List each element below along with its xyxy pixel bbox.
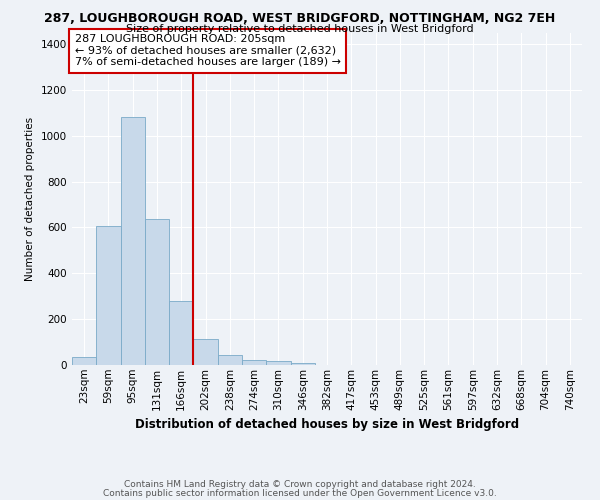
Bar bbox=[290, 362, 315, 365]
Bar bbox=[242, 360, 266, 365]
Bar bbox=[193, 338, 218, 365]
Bar bbox=[121, 118, 145, 365]
Bar bbox=[96, 226, 121, 365]
Bar bbox=[169, 301, 193, 365]
Bar bbox=[72, 357, 96, 365]
Text: Contains public sector information licensed under the Open Government Licence v3: Contains public sector information licen… bbox=[103, 488, 497, 498]
Bar bbox=[145, 220, 169, 365]
Y-axis label: Number of detached properties: Number of detached properties bbox=[25, 116, 35, 281]
X-axis label: Distribution of detached houses by size in West Bridgford: Distribution of detached houses by size … bbox=[135, 418, 519, 431]
Text: 287 LOUGHBOROUGH ROAD: 205sqm
← 93% of detached houses are smaller (2,632)
7% of: 287 LOUGHBOROUGH ROAD: 205sqm ← 93% of d… bbox=[74, 34, 341, 68]
Text: 287, LOUGHBOROUGH ROAD, WEST BRIDGFORD, NOTTINGHAM, NG2 7EH: 287, LOUGHBOROUGH ROAD, WEST BRIDGFORD, … bbox=[44, 12, 556, 26]
Text: Size of property relative to detached houses in West Bridgford: Size of property relative to detached ho… bbox=[126, 24, 474, 34]
Bar bbox=[266, 361, 290, 365]
Bar bbox=[218, 354, 242, 365]
Text: Contains HM Land Registry data © Crown copyright and database right 2024.: Contains HM Land Registry data © Crown c… bbox=[124, 480, 476, 489]
